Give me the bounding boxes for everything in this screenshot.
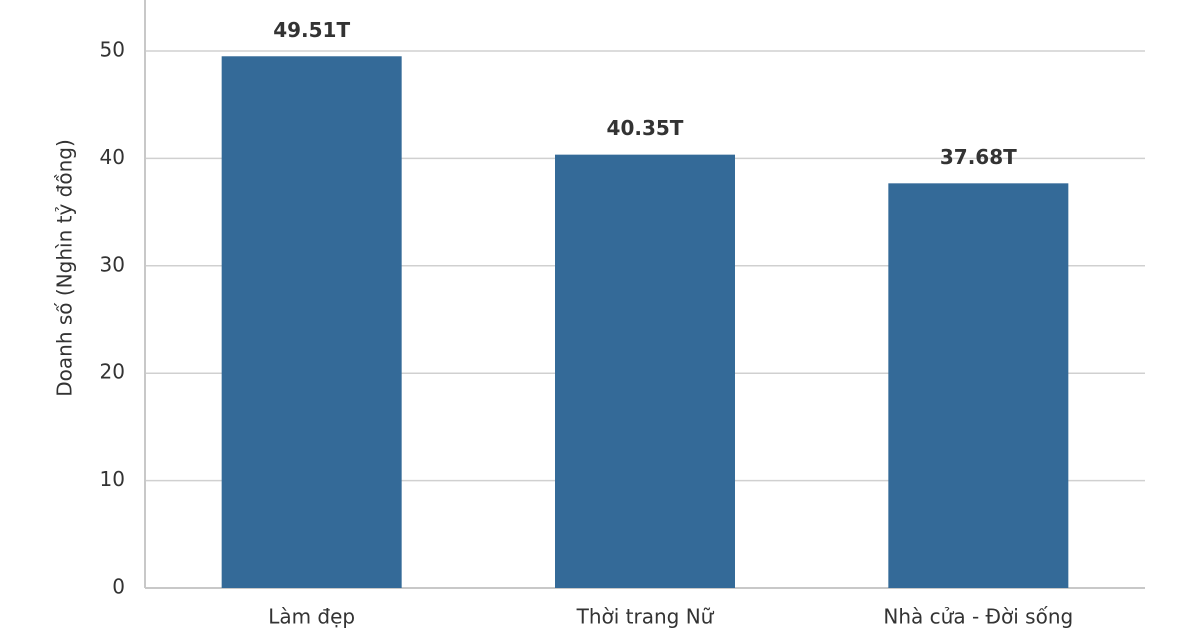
y-tick-label: 20 [100, 360, 125, 384]
y-tick-label: 50 [100, 38, 125, 62]
y-tick-label: 30 [100, 252, 125, 276]
x-tick-label: Nhà cửa - Đời sống [883, 605, 1073, 629]
y-tick-label: 0 [112, 575, 125, 599]
bar [555, 154, 735, 589]
value-label: 49.51T [273, 18, 350, 42]
y-tick-label: 40 [100, 145, 125, 169]
bar [888, 183, 1069, 588]
y-tick-label: 10 [100, 467, 125, 491]
value-label: 37.68T [940, 145, 1017, 169]
y-axis-label: Doanh số (Nghìn tỷ đồng) [53, 139, 77, 396]
x-tick-label: Thời trang Nữ [576, 605, 715, 629]
value-label: 40.35T [607, 116, 684, 140]
bar [221, 56, 402, 588]
x-tick-label: Làm đẹp [268, 605, 355, 629]
